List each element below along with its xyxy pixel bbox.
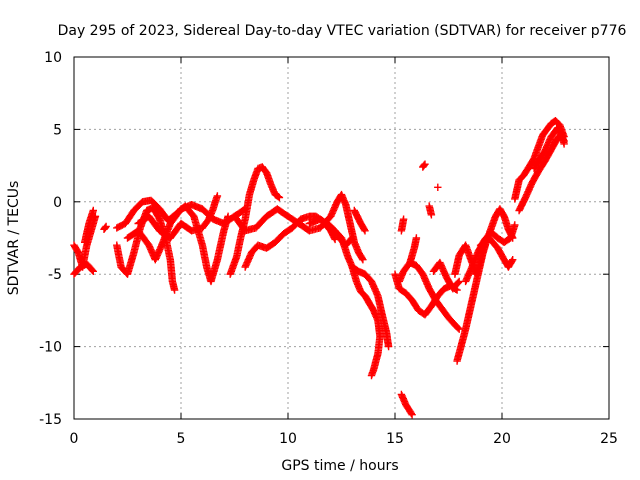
x-tick-label: 15 — [386, 431, 404, 447]
data-point — [511, 221, 519, 229]
data-point — [274, 193, 283, 201]
data-points — [70, 117, 568, 419]
plot-frame — [73, 56, 610, 420]
data-point — [560, 137, 568, 145]
data-point — [102, 222, 110, 231]
y-tick-label: 5 — [53, 122, 62, 138]
data-point — [367, 371, 376, 380]
x-tick-labels: 0 5 10 15 20 25 — [70, 431, 618, 447]
data-point — [275, 193, 284, 202]
data-point — [408, 411, 416, 419]
data-point — [455, 277, 463, 286]
data-point — [347, 235, 355, 243]
data-point — [89, 267, 97, 275]
data-point — [170, 286, 179, 294]
data-point — [455, 325, 463, 333]
data-point — [434, 183, 442, 191]
data-point — [412, 234, 421, 242]
data-point — [454, 278, 462, 287]
x-tick-label: 10 — [279, 431, 297, 447]
data-point — [384, 342, 393, 351]
y-tick-label: -5 — [48, 267, 62, 283]
x-tick-label: 0 — [70, 431, 79, 447]
data-point — [454, 324, 462, 332]
y-tick-labels: -15 -10 -5 0 5 10 — [39, 50, 62, 428]
data-point — [88, 266, 96, 274]
x-tick-label: 5 — [177, 431, 186, 447]
y-axis-label: SDTVAR / TECUs — [6, 181, 22, 296]
data-point — [421, 160, 429, 168]
y-tick-label: 10 — [44, 50, 62, 66]
data-point — [89, 206, 97, 215]
data-point — [213, 192, 222, 200]
x-tick-label: 25 — [600, 431, 618, 447]
x-tick-label: 20 — [493, 431, 511, 447]
data-point — [361, 227, 369, 235]
data-point — [420, 161, 428, 169]
y-tick-label: -10 — [39, 340, 62, 356]
data-point — [348, 234, 356, 242]
data-point — [399, 215, 408, 223]
data-point — [427, 211, 436, 219]
grid — [74, 57, 609, 419]
x-axis-label: GPS time / hours — [281, 458, 398, 474]
data-point — [509, 256, 517, 264]
chart-title: Day 295 of 2023, Sidereal Day-to-day VTE… — [58, 23, 627, 39]
y-tick-label: -15 — [39, 412, 62, 428]
data-point — [359, 256, 367, 264]
y-tick-label: 0 — [53, 195, 62, 211]
